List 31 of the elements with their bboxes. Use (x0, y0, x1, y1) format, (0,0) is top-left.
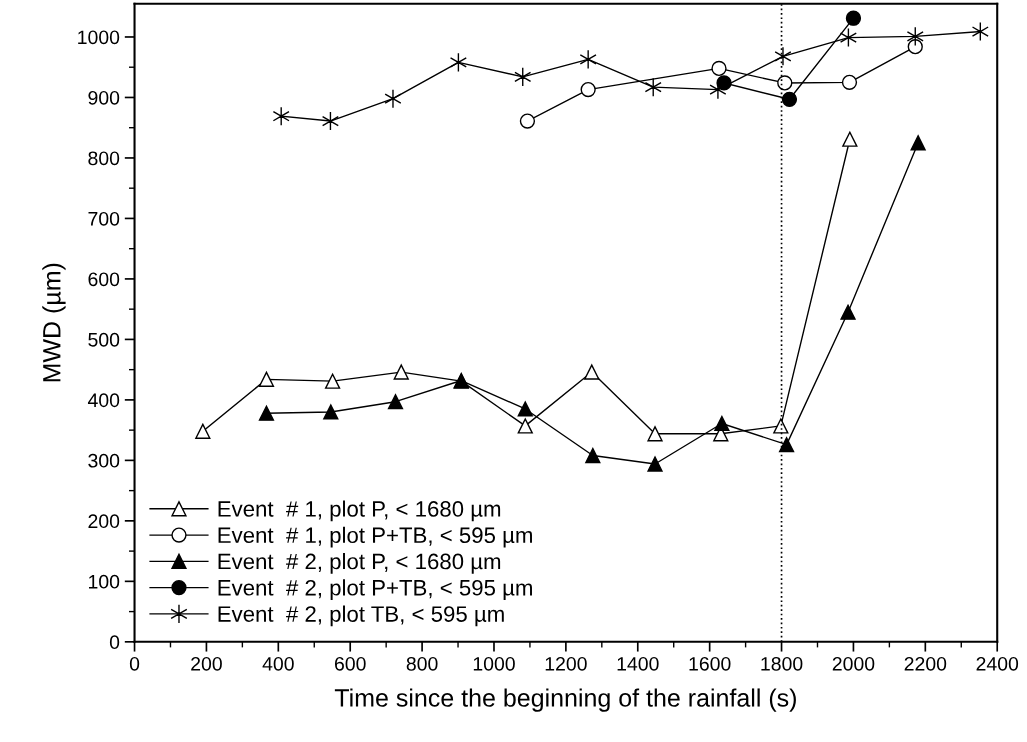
x-tick-label: 1800 (761, 656, 803, 671)
legend-label: Event # 1, plot P+TB, < 595 µm (218, 526, 532, 548)
x-tick-label: 0 (129, 656, 140, 671)
y-tick-label: 1000 (78, 30, 120, 45)
x-tick-label: 1200 (545, 656, 587, 671)
y-tick-label: 600 (88, 272, 120, 287)
x-tick-label: 600 (334, 656, 366, 671)
y-tick-label: 400 (87, 393, 120, 408)
x-tick-label: 200 (191, 656, 222, 671)
legend-label: Event # 2, plot P, < 1680 µm (218, 553, 501, 574)
y-tick-label: 300 (88, 453, 120, 468)
y-tick-label: 100 (89, 574, 120, 589)
y-tick-label: 0 (109, 635, 120, 650)
legend-label: Event # 1, plot P, < 1680 µm (218, 500, 501, 522)
x-tick-label: 2000 (832, 656, 875, 671)
x-tick-label: 2400 (976, 656, 1019, 671)
x-tick-label: 1000 (473, 656, 515, 671)
y-tick-label: 500 (88, 332, 120, 347)
x-tick-label: 1400 (617, 656, 659, 671)
x-tick-label: 2200 (904, 656, 947, 671)
y-tick-label: 800 (88, 151, 120, 166)
x-axis-title: Time since the beginning of the rainfall (s) (334, 688, 796, 712)
x-tick-label: 400 (262, 656, 294, 671)
legend-label: Event # 2, plot TB, < 595 µm (218, 605, 504, 627)
x-tick-label: 1600 (689, 656, 731, 671)
y-tick-label: 200 (88, 514, 120, 529)
y-tick-label: 700 (88, 211, 120, 226)
legend-label: Event # 2, plot P+TB, < 595 µm (218, 579, 532, 600)
y-axis-title: MWD (µm) (42, 263, 66, 382)
y-tick-label: 900 (88, 90, 120, 105)
x-tick-label: 800 (406, 656, 438, 671)
